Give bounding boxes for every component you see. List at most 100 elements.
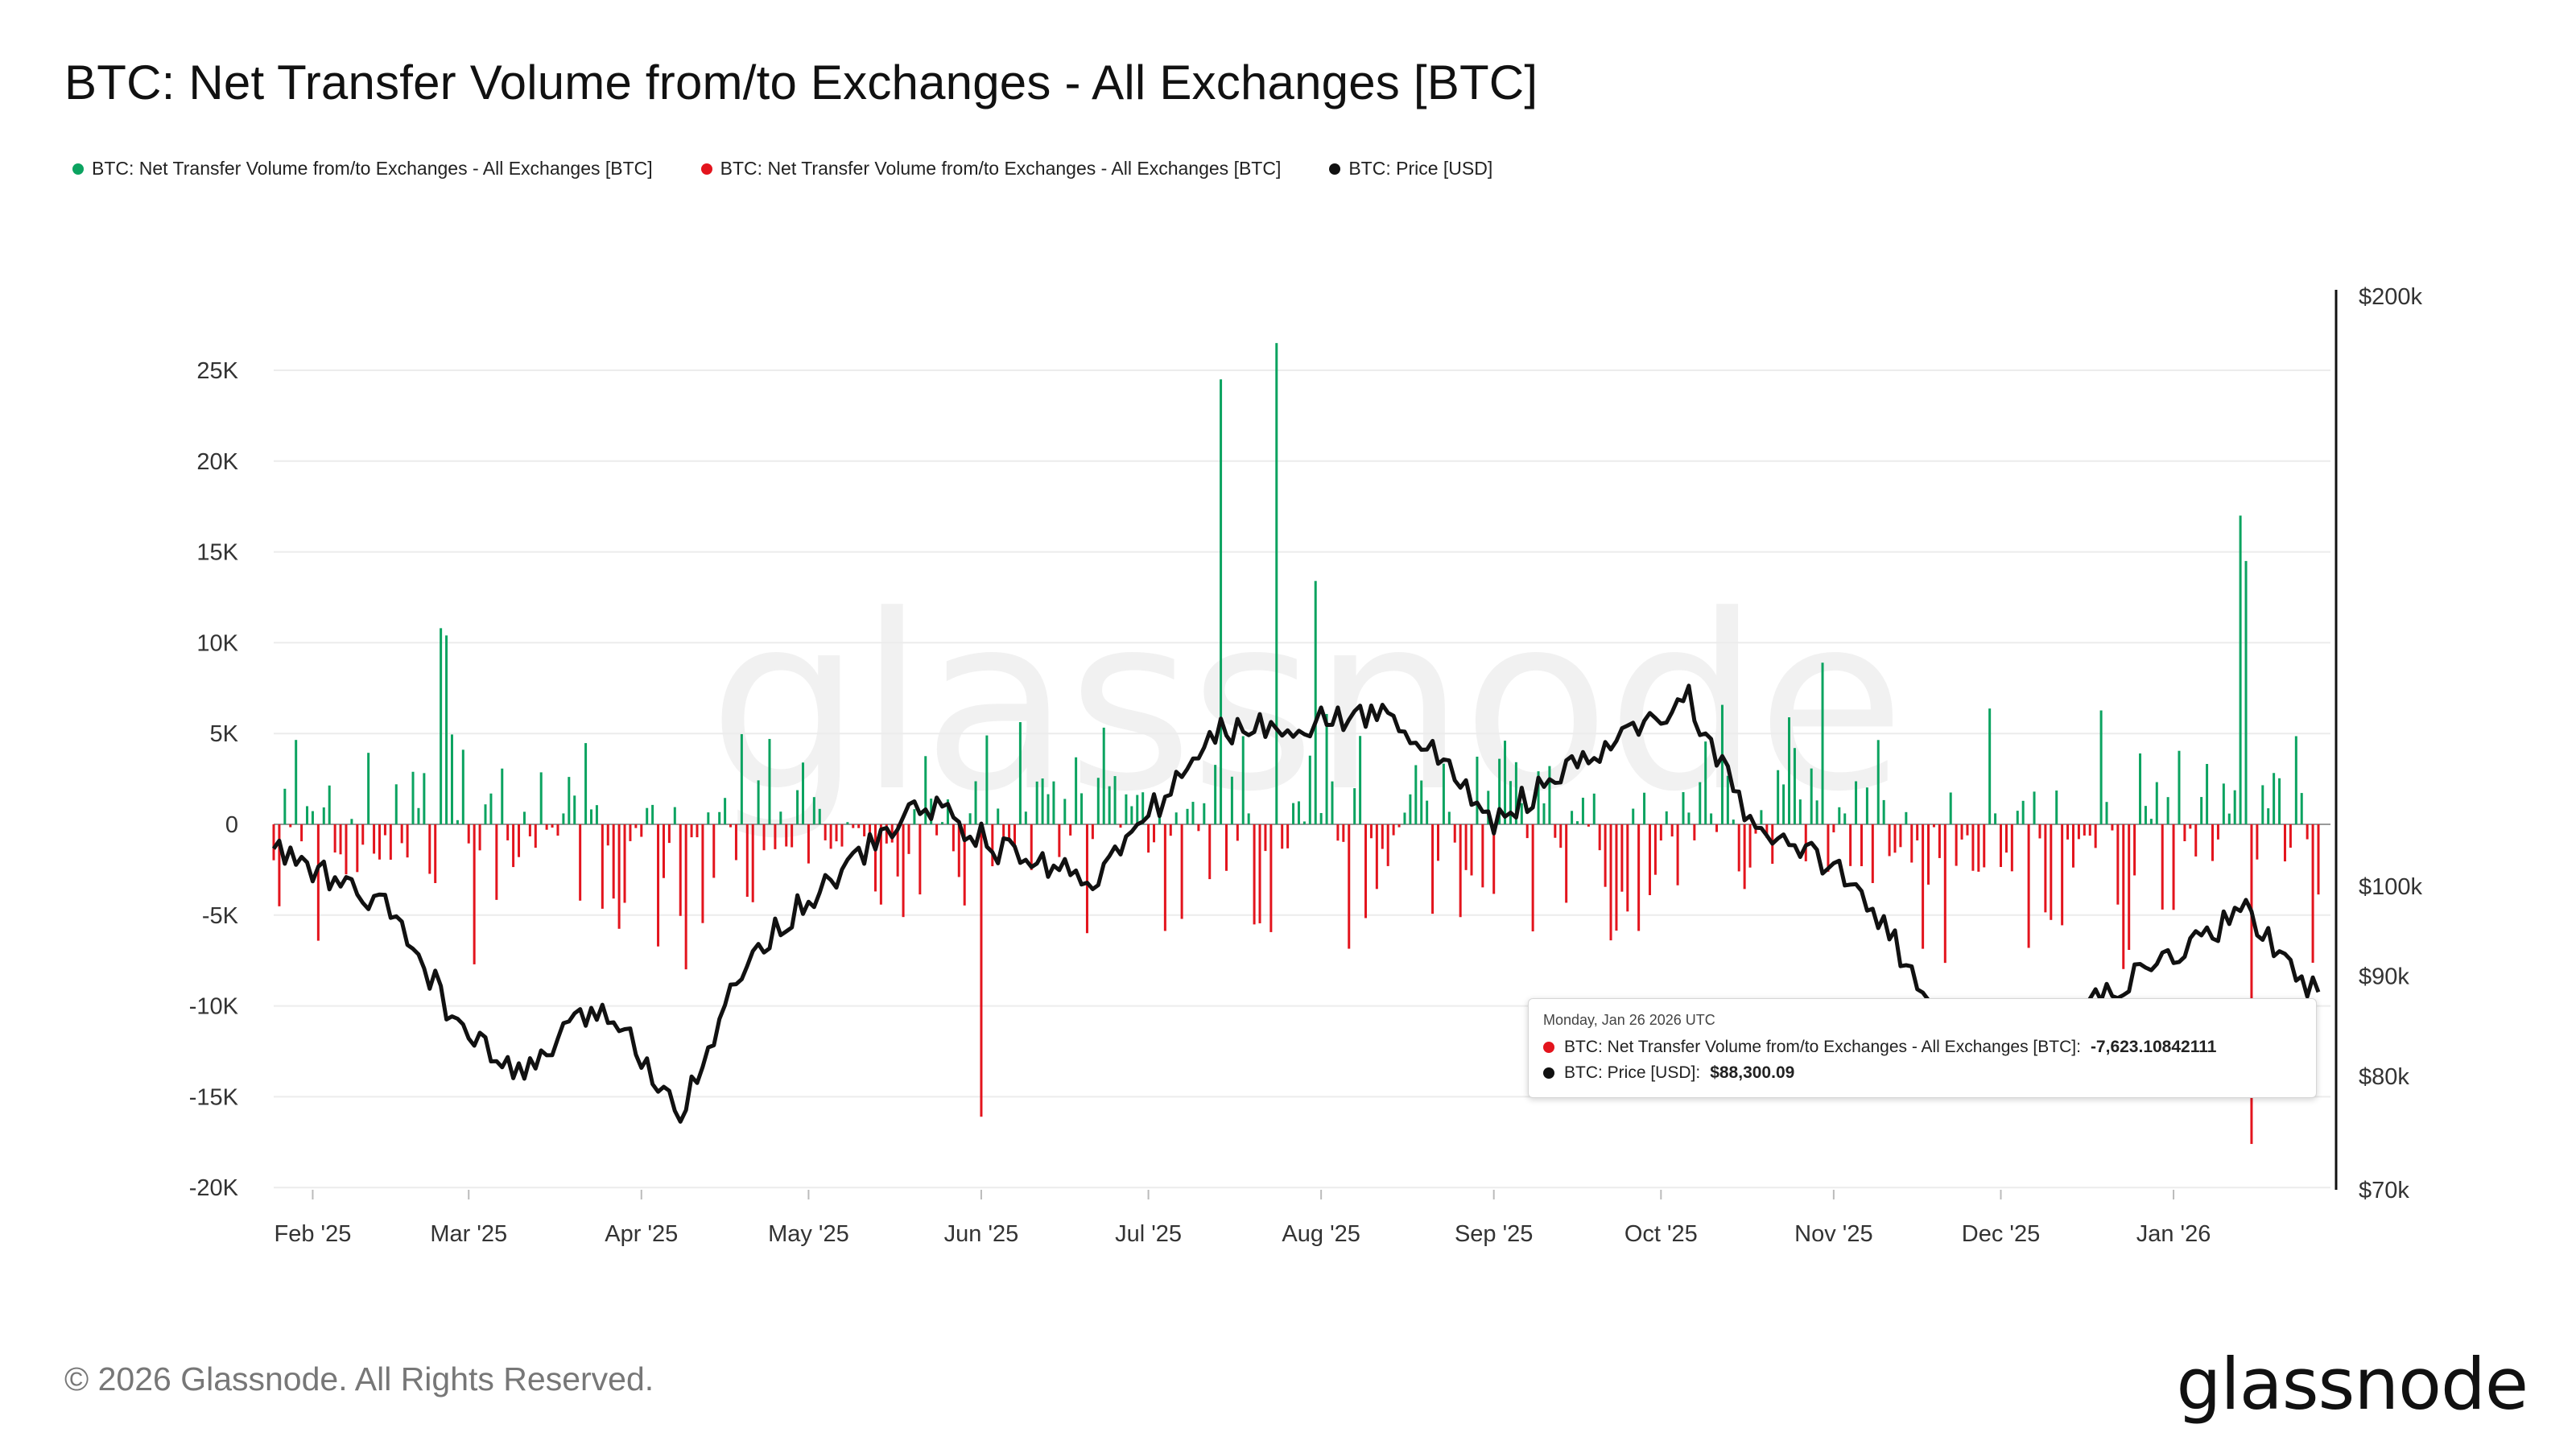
outflow-bar — [1013, 824, 1016, 845]
outflow-bar — [333, 824, 336, 852]
inflow-bar — [646, 807, 649, 824]
outflow-bar — [785, 824, 788, 847]
inflow-bar — [1514, 762, 1517, 824]
inflow-bar — [1302, 821, 1306, 824]
inflow-bar — [2206, 764, 2209, 824]
outflow-bar — [1626, 824, 1629, 912]
outflow-bar — [2077, 824, 2080, 840]
outflow-bar — [662, 824, 665, 878]
x-tick-label: Dec '25 — [1962, 1221, 2040, 1247]
outflow-bar — [1030, 824, 1033, 870]
inflow-bar — [2261, 785, 2264, 824]
inflow-bar — [306, 806, 309, 824]
outflow-bar — [1264, 824, 1267, 852]
outflow-bar — [1922, 824, 1925, 949]
y-axis-left: 25K 20K 15K 10K 5K 0 -5K -10K -15K -20K — [189, 358, 239, 1201]
inflow-bar — [985, 735, 989, 824]
inflow-bar — [1314, 580, 1317, 824]
outflow-bar — [2306, 824, 2309, 840]
outflow-bar — [506, 824, 510, 840]
outflow-bar — [1927, 824, 1930, 885]
tooltip-volume-label: BTC: Net Transfer Volume from/to Exchang… — [1564, 1038, 2081, 1056]
outflow-bar — [1765, 824, 1769, 838]
outflow-bar — [1163, 824, 1166, 931]
inflow-bar — [1720, 704, 1724, 824]
outflow-bar — [1464, 824, 1468, 870]
inflow-bar — [1403, 812, 1406, 824]
outflow-bar — [300, 824, 303, 842]
outflow-bar — [791, 824, 794, 848]
outflow-bar — [1281, 824, 1284, 849]
inflow-bar — [1710, 813, 1713, 824]
outflow-bar — [1236, 824, 1239, 841]
outflow-bar — [1653, 824, 1657, 875]
x-tick-label: Jul '25 — [1115, 1221, 1182, 1247]
copyright: © 2026 Glassnode. All Rights Reserved. — [64, 1360, 654, 1397]
outflow-bar — [1459, 824, 1462, 918]
inflow-bar — [673, 807, 676, 824]
outflow-bar — [617, 824, 621, 929]
inflow-bar — [1447, 811, 1451, 824]
outflow-bar — [1804, 824, 1807, 861]
outflow-bar — [857, 824, 861, 828]
outflow-bar — [2183, 824, 2186, 841]
tooltip-date: Monday, Jan 26 2026 UTC — [1543, 1012, 1715, 1028]
inflow-bar — [707, 812, 710, 824]
outflow-bar — [1008, 824, 1011, 840]
outflow-bar — [473, 824, 476, 964]
inflow-bar — [1130, 806, 1133, 824]
outflow-bar — [1604, 824, 1607, 887]
outflow-bar — [1169, 824, 1172, 836]
legend-item-inflow[interactable]: BTC: Net Transfer Volume from/to Exchang… — [72, 158, 653, 180]
inflow-bar — [1815, 800, 1818, 824]
outflow-bar — [316, 824, 320, 941]
outflow-bar — [1342, 824, 1345, 842]
legend-label-outflow: BTC: Net Transfer Volume from/to Exchang… — [720, 158, 1282, 179]
legend-dot-black — [1329, 163, 1341, 175]
outflow-bar — [2071, 824, 2074, 868]
inflow-bar — [1075, 757, 1078, 824]
tooltip-dot-red — [1543, 1042, 1554, 1053]
outflow-bar — [1002, 824, 1005, 840]
outflow-bar — [1860, 824, 1863, 867]
outflow-bar — [902, 824, 905, 918]
outflow-bar — [406, 824, 409, 858]
inflow-bar — [2099, 710, 2103, 824]
inflow-bar — [796, 790, 799, 824]
inflow-bar — [1186, 808, 1189, 824]
outflow-bar — [762, 824, 766, 851]
outflow-bar — [1091, 824, 1094, 840]
outflow-bar — [467, 824, 470, 844]
outflow-bar — [1670, 824, 1674, 837]
y-left-tick-label: -10K — [189, 994, 239, 1020]
outflow-bar — [1531, 824, 1534, 931]
legend-item-outflow[interactable]: BTC: Net Transfer Volume from/to Exchang… — [700, 158, 1282, 180]
inflow-bar — [1024, 811, 1027, 824]
outflow-bar — [579, 824, 582, 901]
inflow-bar — [1537, 771, 1540, 824]
outflow-bar — [1180, 824, 1183, 919]
inflow-bar — [1865, 787, 1868, 824]
inflow-bar — [818, 808, 821, 824]
x-tick-label: Aug '25 — [1282, 1221, 1360, 1247]
outflow-bar — [679, 824, 682, 916]
inflow-bar — [2294, 736, 2297, 824]
inflow-bar — [757, 780, 760, 824]
outflow-bar — [2172, 824, 2175, 910]
outflow-bar — [2038, 824, 2041, 839]
outflow-bar — [2194, 824, 2198, 857]
glassnode-logo[interactable]: glassnode — [2176, 1343, 2529, 1426]
outflow-bar — [712, 824, 716, 878]
outflow-bar — [745, 824, 749, 898]
inflow-bar — [2227, 813, 2231, 824]
outflow-bar — [2111, 824, 2114, 831]
outflow-bar — [1832, 824, 1835, 832]
inflow-bar — [1174, 812, 1178, 824]
outflow-bar — [1258, 824, 1261, 923]
outflow-bar — [1849, 824, 1852, 866]
x-tick-label: Jan '26 — [2136, 1221, 2211, 1247]
inflow-bar — [445, 635, 448, 824]
legend: BTC: Net Transfer Volume from/to Exchang… — [72, 158, 1492, 180]
legend-item-price[interactable]: BTC: Price [USD] — [1329, 158, 1492, 180]
